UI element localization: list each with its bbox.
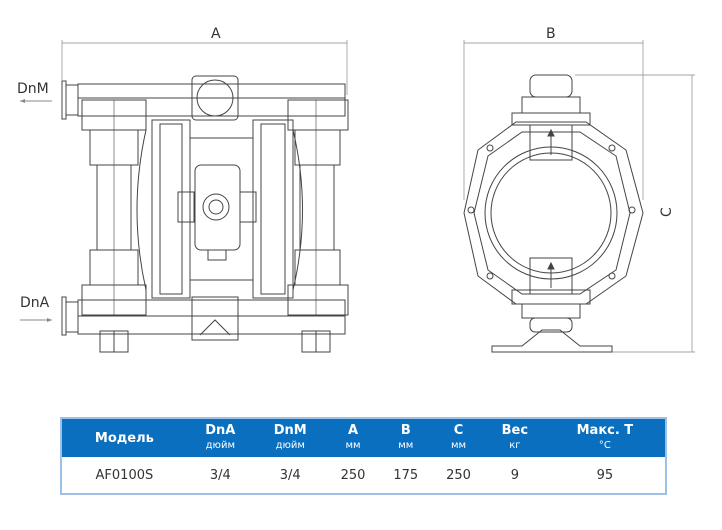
header-weight: Вес кг: [484, 418, 545, 457]
cell-c: 250: [446, 467, 471, 483]
cell-b: 175: [393, 467, 419, 483]
outlet-label: DnM: [17, 81, 49, 97]
table-row: AF0100S 3/4 3/4 250 175 250 9 95: [61, 457, 666, 494]
cell-model: AF0100S: [95, 467, 154, 483]
cell-max-temp: 95: [596, 467, 614, 483]
dimension-a-label: A: [211, 26, 221, 42]
pump-technical-drawing: A DnM DnA: [17, 26, 695, 353]
cell-a: 250: [340, 467, 366, 483]
inlet-label: DnA: [20, 295, 50, 311]
side-view: B C: [463, 26, 695, 353]
cell-dnm: 3/4: [279, 467, 301, 483]
dimension-c-label: C: [659, 207, 675, 217]
header-dnm: DnM дюйм: [253, 418, 327, 457]
cell-dna: 3/4: [209, 467, 231, 483]
dimension-b-label: B: [546, 26, 556, 42]
header-max-temp: Макс. T °C: [544, 418, 666, 457]
header-dna: DnA дюйм: [186, 418, 254, 457]
front-view: A DnM DnA: [17, 26, 349, 353]
header-model: Модель: [61, 418, 187, 457]
cell-weight: 9: [510, 467, 519, 483]
